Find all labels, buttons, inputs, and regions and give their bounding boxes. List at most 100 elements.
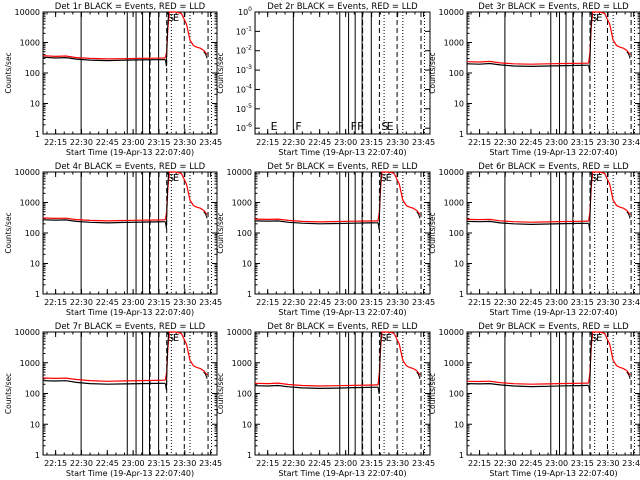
series-line-events-flare [377, 331, 382, 395]
x-tick-label: 22:30 [494, 298, 517, 307]
x-axis-label: Start Time (19-Apr-13 22:07:40) [489, 148, 617, 157]
y-tick-label: 100 [449, 390, 464, 399]
plot-frame [42, 11, 218, 135]
event-flag: F [357, 120, 363, 133]
y-tick-label: 10 [242, 260, 252, 269]
x-tick-label: 23:00 [334, 459, 357, 468]
series-line-lld [466, 60, 589, 65]
plot-frame [42, 171, 218, 295]
series-line-events [42, 56, 166, 62]
x-tick-label: 23:00 [334, 138, 357, 147]
y-axis-label: Counts/sec [428, 52, 437, 93]
panel-det-7r: Det 7r BLACK = Events, RED = LLD 1 10 100 10… [4, 322, 222, 478]
plot-frame [42, 331, 218, 456]
event-flag: F [295, 120, 301, 133]
x-tick-label: 23:00 [545, 459, 568, 468]
y-tick-label: 10-3 [236, 64, 252, 75]
y-tick-label: 10-1 [236, 25, 252, 36]
x-axis-label: Start Time (19-Apr-13 22:07:40) [278, 308, 406, 317]
y-tick-label: 1000 [444, 359, 464, 368]
series-line-events-flare [164, 331, 170, 391]
y-tick-label: 10-4 [236, 83, 252, 94]
series-line-lld [254, 382, 379, 387]
plot-frame [254, 171, 431, 295]
panel-title: Det 1r BLACK = Events, RED = LLD [55, 2, 206, 12]
series-line-events-decay [203, 371, 208, 379]
x-tick-label: 23:45 [412, 298, 435, 307]
panel-title: Det 5r BLACK = Events, RED = LLD [267, 162, 418, 172]
x-tick-label: 23:15 [571, 298, 594, 307]
x-tick-label: 23:15 [147, 298, 170, 307]
panel-det-3r: Det 3r BLACK = Events, RED = LLD 1 10 100 10… [428, 2, 640, 157]
event-flag: S [168, 333, 174, 344]
x-tick-label: 22:30 [282, 298, 305, 307]
x-tick-label: 23:15 [360, 298, 383, 307]
x-tick-label: 23:45 [199, 298, 222, 307]
x-axis-label: Start Time (19-Apr-13 22:07:40) [66, 308, 194, 317]
x-tick-label: 22:45 [519, 138, 542, 147]
event-flag: S [380, 333, 386, 344]
series-line-lld [42, 55, 166, 60]
y-axis-label: Counts/sec [4, 52, 13, 93]
x-tick-label: 22:45 [96, 298, 119, 307]
y-tick-label: 10000 [15, 8, 40, 17]
x-tick-label: 22:45 [519, 459, 542, 468]
y-tick-label: 10000 [15, 168, 40, 177]
x-tick-label: 23:15 [360, 459, 383, 468]
series-line-lld [466, 218, 589, 223]
event-flag: S [168, 173, 174, 184]
y-tick-label: 10000 [15, 328, 40, 337]
y-tick-label: 100 [238, 6, 252, 17]
y-tick-label: 1000 [232, 199, 252, 208]
y-tick-label: 10-5 [236, 103, 252, 114]
x-tick-label: 23:45 [199, 138, 222, 147]
y-tick-label: 10 [242, 420, 252, 429]
y-tick-label: 1 [35, 451, 40, 460]
y-tick-label: 10000 [227, 168, 252, 177]
y-tick-label: 1 [35, 130, 40, 139]
y-axis-label: Counts/sec [216, 212, 225, 253]
x-tick-label: 23:00 [122, 459, 145, 468]
y-tick-label: 100 [237, 390, 252, 399]
panel-det-6r: Det 6r BLACK = Events, RED = LLD 1 10 100 10… [428, 162, 640, 317]
y-tick-label: 10000 [439, 168, 464, 177]
y-tick-label: 1000 [20, 199, 40, 208]
y-tick-label: 10-2 [236, 45, 252, 56]
event-flag: E [596, 13, 602, 24]
x-tick-label: 23:00 [122, 138, 145, 147]
x-tick-label: 22:30 [282, 138, 305, 147]
x-tick-label: 22:15 [468, 298, 491, 307]
y-tick-label: 10 [30, 100, 40, 109]
series-line-events-decay [416, 211, 421, 219]
x-tick-label: 22:30 [282, 459, 305, 468]
panel-det-4r: Det 4r BLACK = Events, RED = LLD 1 10 100 10… [4, 162, 222, 317]
series-line-lld [42, 217, 166, 222]
y-axis-label: Counts/sec [216, 52, 225, 93]
y-axis-label: Counts/sec [428, 373, 437, 414]
series-line-events [42, 219, 166, 224]
event-flag: E [387, 120, 394, 133]
x-tick-label: 22:30 [70, 298, 93, 307]
x-tick-label: 23:45 [622, 138, 640, 147]
plot-frame [466, 11, 640, 135]
y-tick-label: 10000 [227, 328, 252, 337]
x-axis-label: Start Time (19-Apr-13 22:07:40) [489, 308, 617, 317]
y-axis-label: Counts/sec [4, 373, 13, 414]
y-tick-label: 1 [459, 290, 464, 299]
x-tick-label: 22:45 [96, 138, 119, 147]
series-line-events-decay [626, 211, 631, 219]
x-tick-label: 23:45 [622, 459, 640, 468]
x-axis-label: Start Time (19-Apr-13 22:07:40) [66, 148, 194, 157]
y-tick-label: 1 [247, 290, 252, 299]
event-flag: E [271, 120, 278, 133]
x-tick-label: 23:00 [122, 298, 145, 307]
y-tick-label: 100 [237, 229, 252, 238]
event-flag: E [596, 173, 602, 184]
plot-frame [466, 171, 640, 295]
x-tick-label: 23:30 [386, 298, 409, 307]
y-tick-label: 1000 [20, 39, 40, 48]
x-tick-label: 23:15 [147, 459, 170, 468]
x-tick-label: 22:45 [308, 459, 331, 468]
series-line-events-decay [416, 371, 421, 379]
